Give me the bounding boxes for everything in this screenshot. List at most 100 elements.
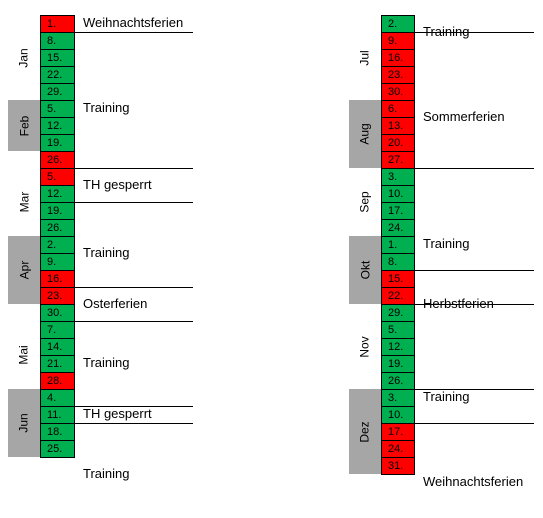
separator-line — [75, 287, 193, 288]
date-cell: 10. — [381, 406, 415, 424]
date-cell: 5. — [40, 100, 75, 118]
month-band: Sep — [349, 168, 381, 236]
date-cell: 26. — [40, 151, 75, 169]
event-label: TH gesperrt — [83, 406, 152, 421]
date-cell: 13. — [381, 117, 415, 135]
month-band: Jun — [8, 389, 40, 457]
separator-line — [75, 168, 193, 169]
date-cell: 17. — [381, 202, 415, 220]
date-cell: 24. — [381, 219, 415, 237]
month-band: Aug — [349, 100, 381, 168]
separator-line — [75, 406, 193, 407]
month-label: Apr — [17, 260, 31, 280]
separator-line — [75, 423, 193, 424]
month-label: Feb — [17, 115, 31, 136]
date-cell: 1. — [381, 236, 415, 254]
month-label: Dez — [358, 420, 372, 443]
date-cell: 19. — [381, 355, 415, 373]
date-cell: 12. — [40, 185, 75, 203]
date-cell: 30. — [381, 83, 415, 101]
month-label: Mar — [16, 191, 31, 213]
date-cell: 28. — [40, 372, 75, 390]
date-cell: 15. — [381, 270, 415, 288]
date-cell: 24. — [381, 440, 415, 458]
month-band: Jan — [8, 15, 40, 100]
month-label: Sep — [357, 191, 372, 213]
date-cell: 31. — [381, 457, 415, 475]
date-cell: 22. — [40, 66, 75, 84]
date-cell: 30. — [40, 304, 75, 322]
date-cell: 1. — [40, 15, 75, 33]
date-cell: 14. — [40, 338, 75, 356]
date-cell: 21. — [40, 355, 75, 373]
date-cell: 26. — [381, 372, 415, 390]
date-cell: 19. — [40, 202, 75, 220]
date-cell: 22. — [381, 287, 415, 305]
month-band: Dez — [349, 389, 381, 474]
date-cell: 2. — [40, 236, 75, 254]
month-label: Jul — [358, 49, 372, 66]
separator-line — [415, 304, 534, 305]
date-cell: 23. — [40, 287, 75, 305]
date-cell: 29. — [40, 83, 75, 101]
date-cell: 27. — [381, 151, 415, 169]
date-cell: 9. — [381, 32, 415, 50]
separator-line — [415, 168, 534, 169]
separator-line — [415, 389, 534, 390]
separator-line — [415, 32, 534, 33]
date-cell: 6. — [381, 100, 415, 118]
month-band: Feb — [8, 100, 40, 151]
separator-line — [75, 321, 193, 322]
month-band: Okt — [349, 236, 381, 304]
date-cell: 18. — [40, 423, 75, 441]
date-cell: 12. — [381, 338, 415, 356]
month-band: Jul — [349, 15, 381, 100]
date-cell: 15. — [40, 49, 75, 67]
date-cell: 11. — [40, 406, 75, 424]
event-label: Training — [83, 355, 130, 370]
date-cell: 10. — [381, 185, 415, 203]
date-cell: 17. — [381, 423, 415, 441]
date-cell: 2. — [381, 15, 415, 33]
date-cell: 9. — [40, 253, 75, 271]
date-cell: 25. — [40, 440, 75, 458]
event-label: Training — [83, 465, 130, 481]
event-label: Sommerferien — [423, 108, 505, 124]
month-band: Nov — [349, 304, 381, 389]
month-band: Mar — [8, 168, 40, 236]
date-cell: 23. — [381, 66, 415, 84]
date-cell: 4. — [40, 389, 75, 407]
date-cell: 8. — [381, 253, 415, 271]
date-cell: 7. — [40, 321, 75, 339]
month-label: Jan — [16, 47, 31, 68]
date-cell: 3. — [381, 389, 415, 407]
date-cell: 26. — [40, 219, 75, 237]
date-cell: 8. — [40, 32, 75, 50]
event-label: Herbstferien — [423, 295, 494, 311]
month-label: Mai — [17, 345, 31, 365]
event-label: Training — [83, 244, 130, 260]
date-cell: 20. — [381, 134, 415, 152]
event-label: TH gesperrt — [83, 176, 152, 192]
date-cell: 5. — [381, 321, 415, 339]
separator-line — [75, 32, 193, 33]
month-label: Aug — [357, 123, 372, 145]
date-cell: 29. — [381, 304, 415, 322]
month-label: Nov — [358, 335, 372, 358]
event-label: Training — [83, 100, 130, 115]
date-cell: 16. — [40, 270, 75, 288]
date-cell: 19. — [40, 134, 75, 152]
event-label: Training — [423, 389, 470, 404]
event-label: Weihnachtsferien — [423, 474, 524, 489]
event-label: Training — [423, 23, 470, 39]
separator-line — [415, 270, 534, 271]
separator-line — [75, 202, 193, 203]
date-cell: 16. — [381, 49, 415, 67]
month-band: Mai — [8, 321, 40, 389]
month-band: Apr — [8, 236, 40, 304]
date-cell: 3. — [381, 168, 415, 186]
event-label: Osterferien — [83, 295, 148, 311]
month-label: Okt — [357, 260, 372, 280]
event-label: Weihnachtsferien — [83, 15, 184, 30]
